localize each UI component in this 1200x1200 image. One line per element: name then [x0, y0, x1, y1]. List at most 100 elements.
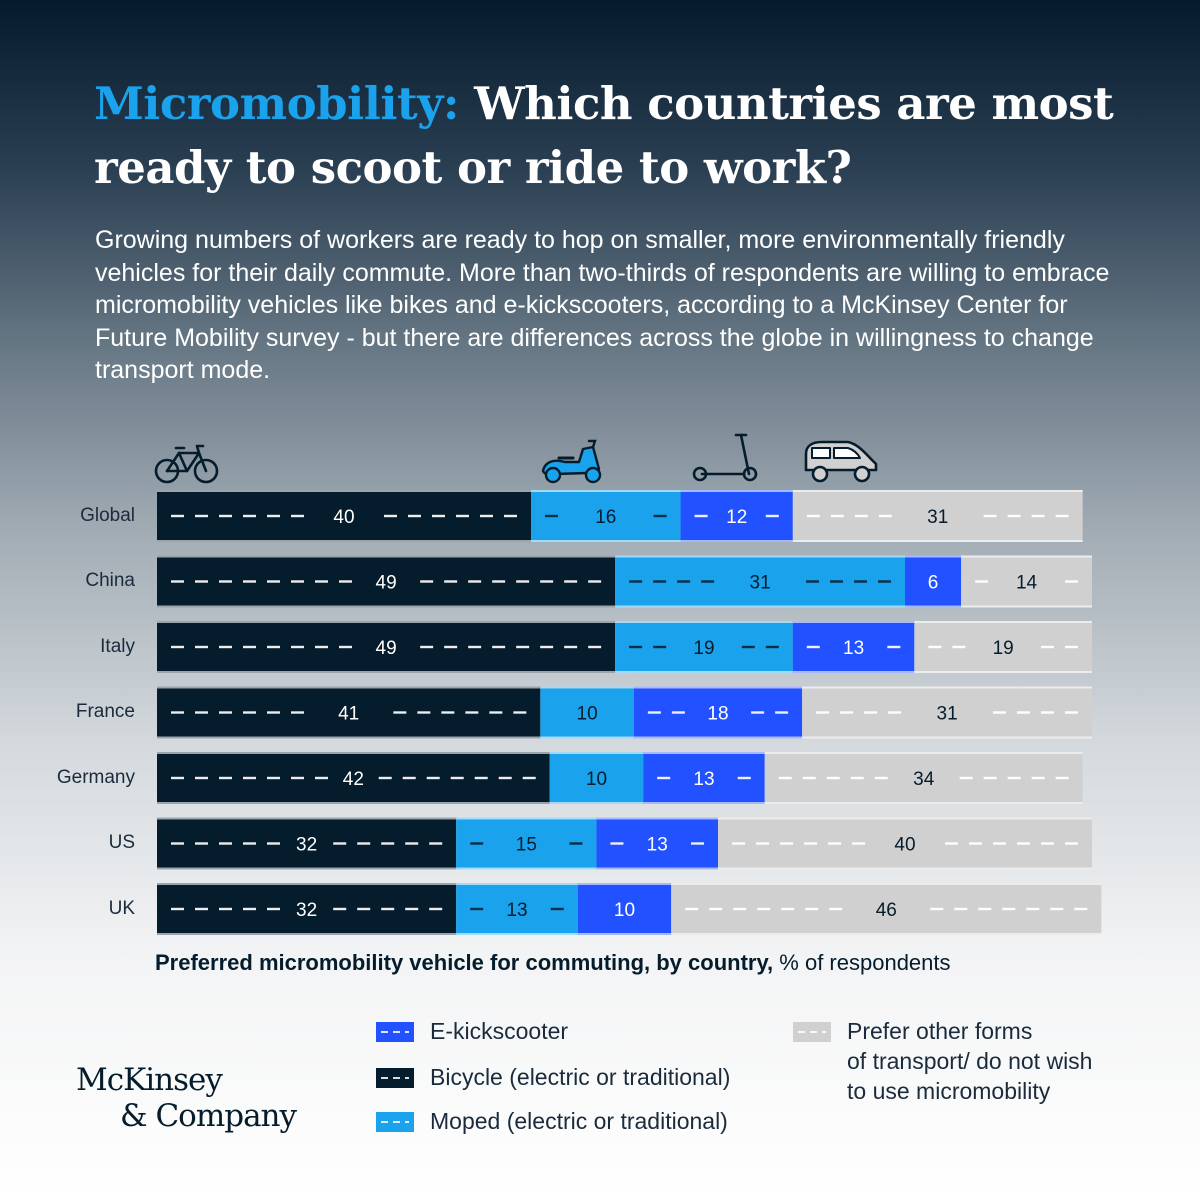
- bar-global-moped-lane-dash-right-0: [653, 514, 667, 518]
- bar-france-bicycle-lane-dash-right-3: [465, 711, 479, 714]
- bar-germany-bicycle-lane-dash-left-2: [219, 776, 232, 780]
- bar-france-ekickscooter-edge-bottom: [633, 736, 803, 739]
- legend-label-other-line-1: Prefer other forms: [847, 1018, 1033, 1044]
- bar-global-other-lane-dash-left-1: [830, 514, 844, 518]
- bar-global-ekickscooter-lane-dash-left-0: [694, 514, 708, 518]
- bar-italy-moped-lane-dash-left-1: [653, 645, 667, 649]
- bar-italy-bicycle-lane-dash-left-4: [267, 645, 280, 649]
- bar-germany-ekickscooter: [643, 752, 765, 804]
- bar-france-other-lane-dash-right-3: [1065, 711, 1078, 714]
- bar-china-moped-lane-dash-left-0: [629, 580, 643, 583]
- bar-uk-moped-edge-top: [456, 883, 578, 885]
- bar-global-moped-edge-bottom: [531, 540, 681, 542]
- bar-global-other-lane-dash-left-3: [878, 514, 892, 518]
- bar-global-bicycle-lane-dash-right-1: [408, 514, 421, 518]
- row-label-us: US: [108, 832, 135, 853]
- bar-uk-other-lane-dash-left-0: [685, 907, 699, 911]
- bar-global-ekickscooter-lane-dash-right-0: [765, 514, 779, 518]
- bar-italy-other: [914, 621, 1092, 673]
- bar-china-moped-edge-bottom: [615, 605, 905, 608]
- bar-us-moped-lane-dash-left-0: [470, 842, 484, 845]
- axis-caption-bold: Preferred micromobility vehicle for comm…: [155, 950, 774, 975]
- legend-label-other-line-2: of transport/ do not wish: [847, 1048, 1093, 1074]
- bar-france-bicycle-lane-dash-right-0: [393, 711, 407, 714]
- value-label-uk-bicycle: 32: [296, 900, 317, 921]
- bar-france-ekickscooter-lane-dash-left-0: [647, 711, 661, 714]
- bar-italy-bicycle-lane-dash-left-0: [171, 645, 184, 649]
- bar-germany-other-lane-dash-right-1: [983, 776, 997, 780]
- legend-label-other: Prefer other forms of transport/ do not …: [847, 1016, 1092, 1106]
- bar-global-other-edge-bottom: [792, 540, 1083, 542]
- bar-germany-other-lane-dash-right-4: [1055, 776, 1069, 780]
- bar-france-bicycle-lane-dash-left-1: [195, 711, 208, 714]
- value-label-global-moped: 16: [595, 507, 616, 528]
- bar-uk-ekickscooter-edge-bottom: [577, 933, 672, 935]
- bar-china-moped-lane-dash-right-1: [830, 580, 843, 583]
- value-label-italy-moped: 19: [693, 638, 714, 659]
- bar-france-moped-edge-bottom: [540, 736, 634, 739]
- bar-us-other-edge-top: [718, 817, 1092, 820]
- bar-germany-bicycle-lane-dash-left-6: [315, 776, 328, 780]
- bar-uk-other-lane-dash-right-4: [1026, 907, 1040, 911]
- bar-italy-bicycle-lane-dash-right-7: [588, 645, 602, 649]
- bar-italy-bicycle-lane-dash-right-4: [516, 645, 530, 649]
- bar-china-bicycle-lane-dash-right-0: [420, 580, 434, 583]
- bar-uk-other-lane-dash-right-5: [1050, 907, 1064, 911]
- bar-uk-bicycle-lane-dash-right-3: [405, 907, 419, 911]
- bar-italy-other-lane-dash-right-1: [1065, 645, 1078, 649]
- bar-france-bicycle-lane-dash-right-1: [417, 711, 431, 714]
- bar-uk-ekickscooter: [577, 883, 672, 935]
- bar-uk-bicycle: [157, 883, 457, 935]
- bar-germany-other-lane-dash-right-3: [1031, 776, 1045, 780]
- value-label-germany-bicycle: 42: [343, 769, 364, 790]
- bar-italy-other-lane-dash-right-0: [1041, 645, 1054, 649]
- bar-us-other-lane-dash-right-5: [1065, 842, 1078, 845]
- bar-us-bicycle-lane-dash-left-2: [219, 842, 232, 845]
- value-label-us-other: 40: [894, 835, 915, 856]
- value-label-china-other: 14: [1016, 573, 1038, 594]
- bar-germany-bicycle: [157, 752, 550, 804]
- value-label-germany-ekickscooter: 13: [693, 769, 714, 790]
- bar-us-other-lane-dash-left-0: [732, 842, 745, 845]
- value-label-uk-moped: 13: [506, 900, 527, 921]
- bar-italy-bicycle-lane-dash-right-6: [564, 645, 578, 649]
- value-label-france-moped: 10: [577, 704, 598, 725]
- bar-us-bicycle-lane-dash-left-0: [171, 842, 184, 845]
- bar-global-bicycle-lane-dash-left-5: [291, 514, 304, 518]
- bar-italy-bicycle-lane-dash-left-3: [243, 645, 256, 649]
- legend-label-moped: Moped (electric or traditional): [430, 1108, 728, 1134]
- bar-china-ekickscooter-edge-top: [905, 555, 962, 558]
- bar-uk-moped-lane-dash-left-0: [470, 907, 484, 911]
- bar-germany-bicycle-lane-dash-right-2: [426, 776, 440, 780]
- bar-us-other-lane-dash-left-4: [828, 842, 841, 845]
- bar-china-moped: [615, 555, 905, 608]
- value-label-us-moped: 15: [516, 835, 537, 856]
- bar-germany-bicycle-lane-dash-right-5: [498, 776, 512, 780]
- subtitle: Growing numbers of workers are ready to …: [95, 226, 1110, 384]
- bar-france-other-lane-dash-left-3: [888, 711, 902, 714]
- bar-uk-other-lane-dash-left-6: [829, 907, 843, 911]
- legend-swatch-moped: [376, 1112, 414, 1132]
- bar-uk-bicycle-lane-dash-left-4: [267, 907, 280, 911]
- bar-germany-other-lane-dash-right-2: [1007, 776, 1021, 780]
- bar-global-bicycle-lane-dash-right-5: [504, 514, 517, 518]
- value-label-us-bicycle: 32: [296, 835, 317, 856]
- bar-italy-ekickscooter: [792, 621, 915, 673]
- bar-uk-ekickscooter-edge-top: [577, 883, 672, 885]
- bar-global-moped-edge-top: [531, 490, 681, 492]
- bar-italy-bicycle-lane-dash-left-6: [315, 645, 328, 649]
- bar-france-moped: [540, 686, 634, 739]
- value-label-france-bicycle: 41: [338, 704, 359, 725]
- bar-us-moped-lane-dash-right-0: [569, 842, 583, 845]
- bar-italy-ekickscooter-edge-bottom: [792, 671, 915, 673]
- bar-china-bicycle-lane-dash-left-4: [267, 580, 280, 583]
- bar-italy-other-edge-top: [914, 621, 1092, 623]
- bar-china-moped-edge-top: [615, 555, 905, 558]
- bar-china-other: [961, 555, 1092, 608]
- bar-uk-other-lane-dash-right-3: [1002, 907, 1016, 911]
- bar-germany-other-lane-dash-left-0: [778, 776, 792, 780]
- bar-us-bicycle-edge-top: [157, 817, 457, 820]
- bar-china-bicycle-lane-dash-right-5: [540, 580, 554, 583]
- bar-france-other-edge-bottom: [802, 736, 1092, 739]
- bar-china-bicycle-lane-dash-left-0: [171, 580, 184, 583]
